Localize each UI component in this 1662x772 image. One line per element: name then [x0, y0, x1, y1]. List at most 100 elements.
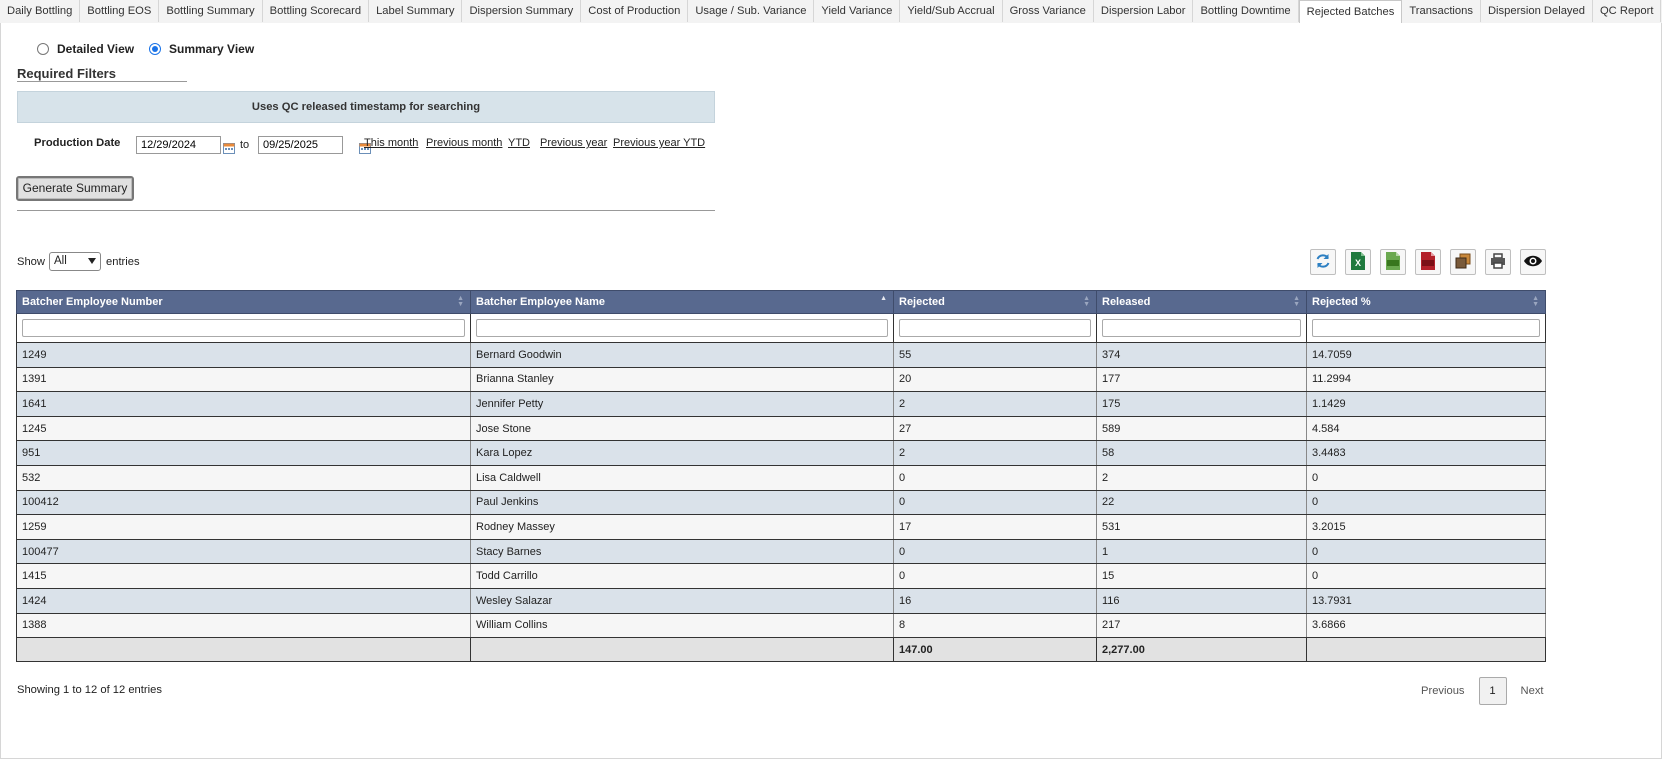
tab-dispersion-delayed[interactable]: Dispersion Delayed	[1481, 0, 1593, 22]
table-cell-rejected: 8	[893, 612, 1097, 639]
tab-usage-sub-variance[interactable]: Usage / Sub. Variance	[688, 0, 815, 22]
table-row[interactable]: 1424 Wesley Salazar 16 116 13.7931	[16, 587, 1546, 614]
csv-export-button[interactable]	[1380, 249, 1406, 275]
quick-link-ytd[interactable]: YTD	[508, 137, 530, 149]
sort-icon: ▲ ▼	[457, 295, 464, 308]
calendar-icon[interactable]	[359, 142, 372, 154]
excel-icon: X	[1349, 251, 1367, 274]
table-row[interactable]: 100412 Paul Jenkins 0 22 0	[16, 489, 1546, 516]
column-filter-cell	[1096, 313, 1307, 343]
table-footer-row: 147.00 2,277.00	[16, 637, 1546, 663]
tab-yield-sub-accrual[interactable]: Yield/Sub Accrual	[900, 0, 1003, 22]
pdf-icon	[1419, 251, 1437, 274]
filters-title-divider	[17, 81, 187, 82]
tab-daily-bottling[interactable]: Daily Bottling	[0, 0, 81, 22]
length-control: Show All entries	[17, 252, 140, 271]
column-header-batcher-employee-name[interactable]: Batcher Employee Name ▲	[470, 290, 894, 314]
table-cell-released: 217	[1096, 612, 1307, 639]
entries-select[interactable]: All	[49, 252, 101, 271]
production-date-label: Production Date	[34, 137, 121, 149]
tab-bottling-eos[interactable]: Bottling EOS	[80, 0, 160, 22]
detailed-view-option[interactable]: Detailed View	[37, 42, 134, 56]
previous-page-button[interactable]: Previous	[1421, 685, 1465, 697]
table-cell-rejected: 0	[893, 538, 1097, 565]
page-button-current[interactable]: 1	[1478, 677, 1507, 705]
tab-transactions[interactable]: Transactions	[1402, 0, 1481, 22]
tab-gross-variance[interactable]: Gross Variance	[1003, 0, 1094, 22]
table-cell-released: 177	[1096, 366, 1307, 393]
tab-bottling-downtime[interactable]: Bottling Downtime	[1193, 0, 1299, 22]
tab-bottling-scorecard[interactable]: Bottling Scorecard	[263, 0, 370, 22]
table-cell-batcher-employee-number: 1245	[16, 415, 471, 442]
column-header-rejected[interactable]: Rejected % ▲ ▼	[1306, 290, 1546, 314]
table-cell-rejected: 0	[1306, 489, 1546, 516]
excel-export-button[interactable]: X	[1345, 249, 1371, 275]
quick-link-previous-year[interactable]: Previous year	[540, 137, 608, 149]
summary-view-radio[interactable]	[149, 43, 161, 55]
column-header-released[interactable]: Released ▲ ▼	[1096, 290, 1307, 314]
table-row[interactable]: 1245 Jose Stone 27 589 4.584	[16, 415, 1546, 442]
tab-yield-variance[interactable]: Yield Variance	[814, 0, 901, 22]
sort-icon: ▲ ▼	[1293, 295, 1300, 308]
column-filter-input-batcher-employee-name[interactable]	[476, 319, 888, 337]
refresh-button[interactable]	[1310, 249, 1336, 275]
table-cell-batcher-employee-number: 1424	[16, 587, 471, 614]
table-cell-rejected: 55	[893, 342, 1097, 368]
footer-cell-batcher-employee-number	[16, 637, 471, 663]
table-cell-batcher-employee-name: Jose Stone	[470, 415, 894, 442]
table-cell-rejected: 0	[1306, 464, 1546, 491]
date-to-input[interactable]	[258, 136, 343, 154]
tab-label-summary[interactable]: Label Summary	[369, 0, 463, 22]
table-row[interactable]: 532 Lisa Caldwell 0 2 0	[16, 464, 1546, 491]
table-cell-batcher-employee-number: 1641	[16, 391, 471, 417]
sort-icon: ▲ ▼	[1083, 295, 1090, 308]
column-filter-input-rejected[interactable]	[1312, 319, 1540, 337]
generate-summary-button[interactable]: Generate Summary	[16, 176, 134, 201]
tab-dispersion-labor[interactable]: Dispersion Labor	[1094, 0, 1194, 22]
table-cell-batcher-employee-name: Rodney Massey	[470, 514, 894, 540]
table-cell-rejected: 1.1429	[1306, 391, 1546, 417]
table-row[interactable]: 951 Kara Lopez 2 58 3.4483	[16, 440, 1546, 466]
column-header-label: Batcher Employee Number	[22, 296, 163, 308]
column-filter-input-rejected[interactable]	[899, 319, 1091, 337]
table-cell-batcher-employee-name: Jennifer Petty	[470, 391, 894, 417]
table-row[interactable]: 1259 Rodney Massey 17 531 3.2015	[16, 514, 1546, 540]
column-header-batcher-employee-number[interactable]: Batcher Employee Number ▲ ▼	[16, 290, 471, 314]
table-row[interactable]: 1249 Bernard Goodwin 55 374 14.7059	[16, 342, 1546, 368]
pdf-export-button[interactable]	[1415, 249, 1441, 275]
copy-button[interactable]	[1450, 249, 1476, 275]
table-row[interactable]: 1391 Brianna Stanley 20 177 11.2994	[16, 366, 1546, 393]
detailed-view-radio[interactable]	[37, 43, 49, 55]
table-row[interactable]: 1388 William Collins 8 217 3.6866	[16, 612, 1546, 639]
table-header-row: Batcher Employee Number ▲ ▼ Batcher Employe…	[16, 290, 1546, 314]
date-from-input[interactable]	[136, 136, 221, 154]
table-cell-rejected: 0	[1306, 538, 1546, 565]
next-page-button[interactable]: Next	[1520, 685, 1544, 697]
quick-link-this-month[interactable]: This month	[364, 137, 419, 149]
column-header-label: Released	[1102, 296, 1151, 308]
column-filter-cell	[470, 313, 894, 343]
table-row[interactable]: 100477 Stacy Barnes 0 1 0	[16, 538, 1546, 565]
column-filter-input-batcher-employee-number[interactable]	[22, 319, 465, 337]
table-cell-batcher-employee-name: Paul Jenkins	[470, 489, 894, 516]
tab-cost-of-production[interactable]: Cost of Production	[581, 0, 689, 22]
summary-view-option[interactable]: Summary View	[149, 42, 254, 56]
sort-icon: ▲ ▼	[1532, 295, 1539, 308]
table-row[interactable]: 1415 Todd Carrillo 0 15 0	[16, 563, 1546, 589]
tab-qc-report[interactable]: QC Report	[1593, 0, 1662, 22]
tab-bottling-summary[interactable]: Bottling Summary	[159, 0, 263, 22]
print-button[interactable]	[1485, 249, 1511, 275]
calendar-icon[interactable]	[223, 142, 235, 154]
table-cell-rejected: 3.6866	[1306, 612, 1546, 639]
column-visibility-button[interactable]	[1520, 249, 1546, 275]
column-filter-input-released[interactable]	[1102, 319, 1301, 337]
tab-dispersion-summary[interactable]: Dispersion Summary	[462, 0, 582, 22]
table-row[interactable]: 1641 Jennifer Petty 2 175 1.1429	[16, 391, 1546, 417]
entries-select-value: All	[54, 255, 67, 267]
quick-link-previous-month[interactable]: Previous month	[426, 137, 503, 149]
table-cell-released: 58	[1096, 440, 1307, 466]
quick-link-previous-year-ytd[interactable]: Previous year YTD	[613, 137, 706, 149]
column-header-rejected[interactable]: Rejected ▲ ▼	[893, 290, 1097, 314]
table-cell-batcher-employee-name: Brianna Stanley	[470, 366, 894, 393]
tab-rejected-batches[interactable]: Rejected Batches	[1298, 0, 1403, 25]
